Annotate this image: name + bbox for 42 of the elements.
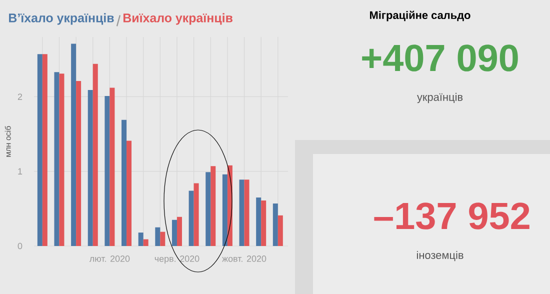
- bar: [256, 197, 262, 246]
- bar: [261, 200, 266, 246]
- text: іноземців: [416, 250, 464, 262]
- bar: [155, 227, 160, 246]
- bar: [110, 88, 115, 246]
- bar: [272, 203, 278, 246]
- bar: [88, 90, 93, 246]
- bar: [206, 172, 211, 246]
- bar: [239, 180, 244, 246]
- bar: [194, 183, 199, 246]
- text: українців: [416, 92, 463, 104]
- bar: [122, 120, 127, 246]
- bar: [210, 166, 216, 246]
- bar: [138, 232, 144, 246]
- bar: [176, 216, 182, 246]
- bar: [92, 64, 98, 246]
- bar: [278, 215, 283, 246]
- text: Міграційне сальдо: [370, 10, 470, 22]
- text: +407 090: [362, 44, 518, 72]
- bar: [76, 81, 82, 246]
- bar: [126, 140, 132, 246]
- bar: [54, 72, 60, 246]
- text: В’їхало українців: [9, 13, 114, 25]
- bar: [71, 44, 76, 246]
- bar: [143, 239, 148, 246]
- text: –137 952: [374, 202, 530, 230]
- x-tick-label: лют. 2020: [89, 256, 130, 262]
- x-tick-label: жовт. 2020: [222, 256, 266, 262]
- bar: [42, 54, 48, 246]
- text: Виїхало українців: [123, 13, 232, 25]
- y-tick-label: 1: [18, 168, 22, 174]
- x-tick-label: черв. 2020: [154, 256, 200, 264]
- y-tick-label: 2: [18, 94, 22, 100]
- y-tick-label: 0: [18, 242, 22, 250]
- bar: [172, 220, 177, 246]
- bar: [59, 74, 64, 246]
- bar: [244, 180, 250, 246]
- bar: [222, 174, 228, 246]
- bar: [160, 232, 166, 246]
- bar: [104, 96, 110, 246]
- bar: [188, 190, 194, 246]
- bar: [37, 54, 42, 246]
